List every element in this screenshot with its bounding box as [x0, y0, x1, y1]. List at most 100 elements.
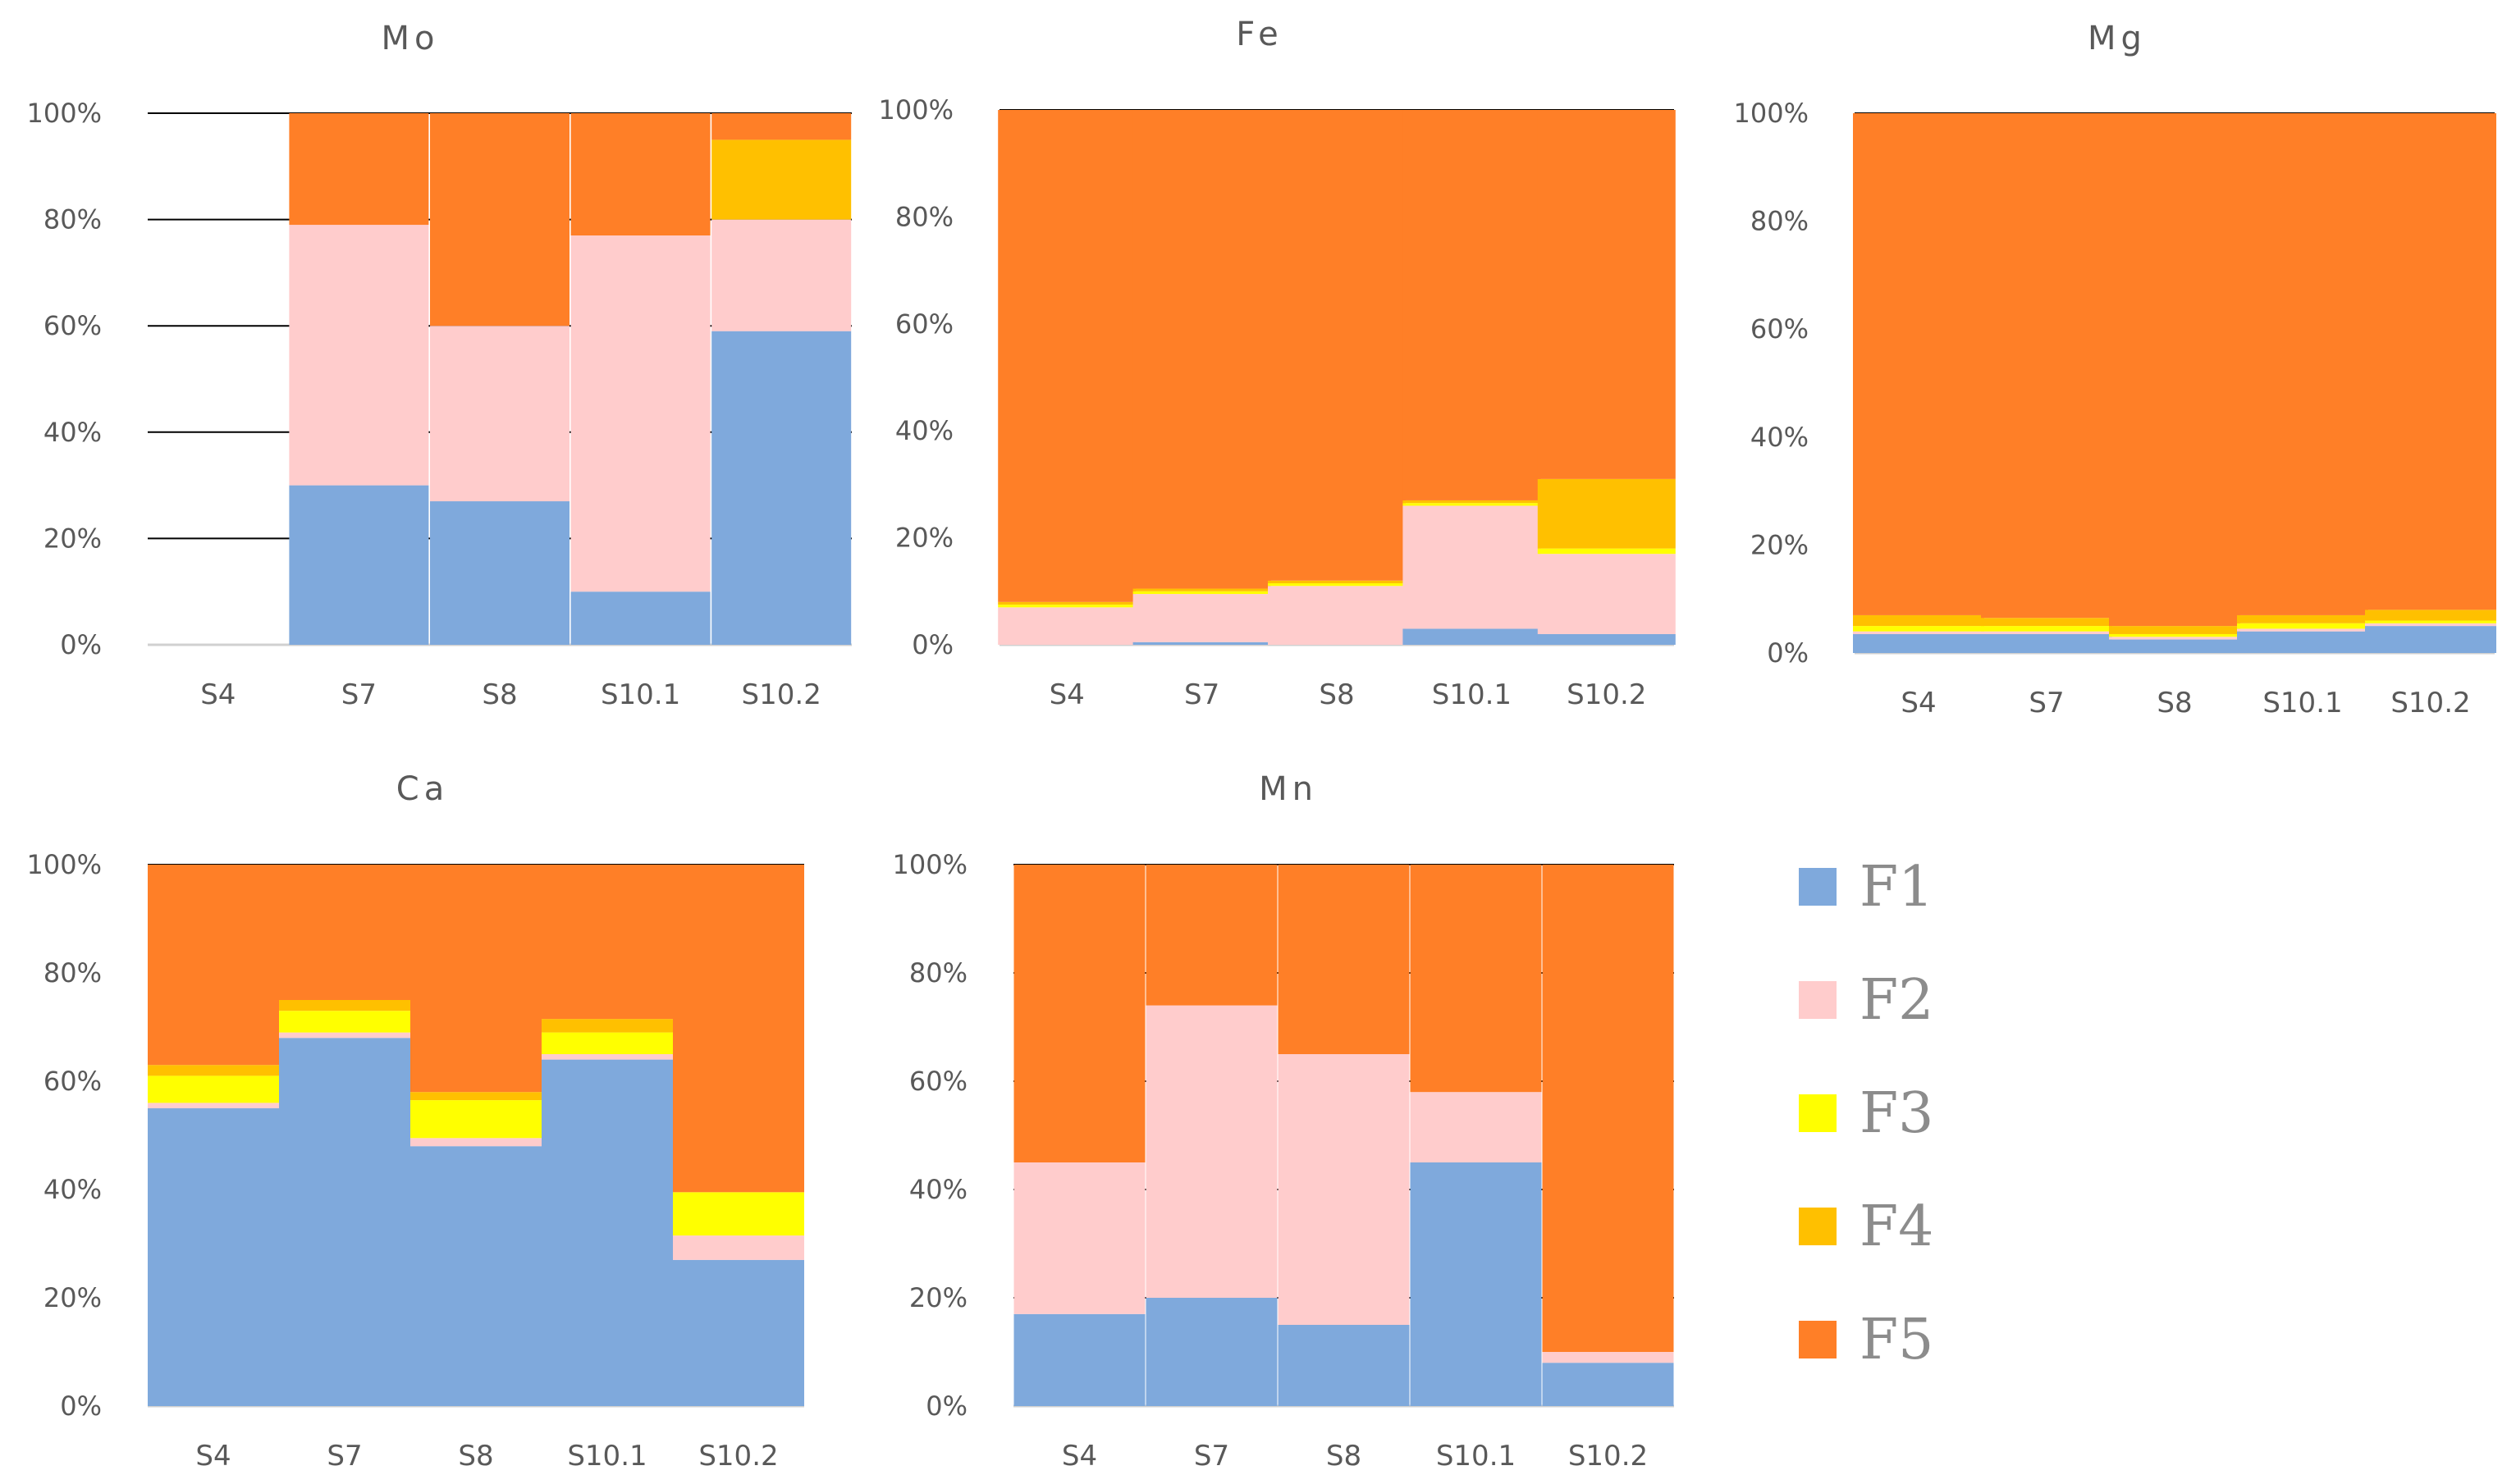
bar-mg-s8-f2	[2109, 637, 2240, 640]
chart-title-fe: Fe	[1236, 16, 1283, 53]
bar-mg-s7-f1	[1981, 633, 2112, 653]
legend-item-f3: F3	[1799, 1081, 1933, 1146]
y-tick-label-ca-2: 40%	[43, 1174, 102, 1205]
y-tick-label-ca-3: 60%	[43, 1066, 102, 1097]
x-tick-label-mo-s10-2: S10.2	[742, 678, 821, 711]
y-tick-label-ca-0: 0%	[60, 1390, 102, 1422]
bar-mn-s4-f5	[1013, 865, 1146, 1162]
bar-mo-s7-f5	[289, 113, 429, 226]
bar-ca-s8-f1	[410, 1146, 542, 1406]
x-tick-label-mg-s4: S4	[1901, 687, 1936, 719]
chart-title-mn: Mn	[1259, 770, 1318, 808]
bar-mg-s7-f2	[1981, 631, 2112, 634]
bar-mg-s10-1-f5	[2237, 113, 2368, 615]
bar-fe-s7-f3	[1132, 591, 1271, 595]
y-tick-label-fe-5: 100%	[879, 94, 954, 126]
bar-fe-s8-f3	[1268, 583, 1406, 587]
x-tick-label-fe-s10-2: S10.2	[1567, 678, 1646, 711]
bar-mn-s10-1-f1	[1410, 1162, 1542, 1406]
bar-ca-s8-f4	[410, 1092, 542, 1101]
legend: F1 F2 F3 F4 F5	[1799, 855, 1933, 1372]
bar-fe-s10-2-f4	[1537, 478, 1676, 549]
bar-mg-s10-1-f4	[2237, 614, 2368, 623]
y-tick-label-mg-4: 80%	[1750, 206, 1809, 237]
bar-mg-s10-1-f2	[2237, 628, 2368, 632]
bar-mg-s7-f4	[1981, 618, 2112, 627]
y-tick-label-mo-4: 80%	[43, 204, 102, 235]
legend-label-f5: F5	[1860, 1308, 1933, 1372]
bar-mn-s7-f1	[1146, 1298, 1278, 1406]
y-tick-label-fe-3: 60%	[895, 308, 954, 340]
x-tick-label-ca-s4: S4	[195, 1440, 231, 1473]
bar-mo-s7-f1	[289, 485, 429, 645]
bar-mn-s10-2-f2	[1542, 1352, 1674, 1363]
bar-ca-s10-1-f2	[542, 1054, 673, 1060]
bar-mg-s8-f3	[2109, 633, 2240, 637]
bar-fe-s10-1-f4	[1402, 500, 1541, 504]
bar-mg-s10-2-f5	[2365, 113, 2496, 610]
x-tick-label-ca-s10-2: S10.2	[698, 1440, 778, 1473]
bar-ca-s10-2-f1	[673, 1259, 804, 1406]
bar-mn-s7-f2	[1146, 1005, 1278, 1298]
y-tick-label-mn-4: 80%	[909, 957, 968, 989]
bar-mn-s4-f2	[1013, 1162, 1146, 1314]
legend-label-f4: F4	[1860, 1194, 1933, 1259]
bar-mo-s8-f1	[430, 501, 570, 645]
legend-item-f2: F2	[1799, 968, 1933, 1033]
bar-mg-s8-f5	[2109, 113, 2240, 627]
y-tick-label-ca-1: 20%	[43, 1282, 102, 1313]
bar-mg-s7-f3	[1981, 626, 2112, 632]
bar-ca-s4-f3	[148, 1075, 279, 1103]
x-tick-label-ca-s8: S8	[458, 1440, 493, 1473]
y-tick-label-mo-0: 0%	[60, 629, 102, 660]
bar-mg-s10-2-f4	[2365, 610, 2496, 621]
bar-fe-s10-1-f1	[1402, 628, 1541, 645]
x-tick-label-mg-s10-1: S10.1	[2262, 687, 2342, 719]
y-tick-label-mg-2: 40%	[1750, 422, 1809, 453]
bar-fe-s4-f3	[998, 605, 1137, 608]
y-tick-label-mn-0: 0%	[926, 1390, 968, 1422]
charts-group: Mo 0% 20% 40% 60% 80% 100% S4 S7 S8 S10.1 S10.2 Fe 0%…	[27, 16, 2496, 1473]
bar-mg-s8-f4	[2109, 626, 2240, 634]
bar-fe-s10-2-f2	[1537, 554, 1676, 634]
bar-mo-s10-2-f4	[711, 139, 852, 220]
x-tick-label-mn-s7: S7	[1194, 1440, 1229, 1473]
bar-mo-s10-2-f5	[711, 113, 852, 140]
chart-fe: Fe 0% 20% 40% 60% 80% 100% S4 S7 S8 S10.1 S10.2	[879, 16, 1676, 711]
x-tick-label-fe-s7: S7	[1184, 678, 1219, 711]
x-tick-label-mn-s10-2: S10.2	[1568, 1440, 1648, 1473]
bar-mg-s10-2-f3	[2365, 620, 2496, 623]
chart-mn: Mn 0% 20% 40% 60% 80% 100% S4 S7 S8 S10.1 S10.2	[893, 770, 1674, 1473]
y-tick-label-mg-1: 20%	[1750, 529, 1809, 560]
bar-fe-s4-f4	[998, 601, 1137, 605]
bar-mn-s4-f1	[1013, 1313, 1146, 1406]
legend-item-f5: F5	[1799, 1308, 1933, 1372]
bar-mo-s10-1-f1	[570, 591, 711, 645]
bar-ca-s8-f5	[410, 865, 542, 1093]
chart-title-mo: Mo	[382, 20, 440, 57]
x-tick-label-fe-s4: S4	[1050, 678, 1085, 711]
bar-fe-s7-f5	[1132, 110, 1271, 589]
y-tick-label-ca-4: 80%	[43, 957, 102, 989]
chart-ca: Ca 0% 20% 40% 60% 80% 100% S4 S7 S8 S10.1 S10.2	[27, 770, 804, 1473]
y-tick-label-mn-1: 20%	[909, 1282, 968, 1313]
legend-label-f2: F2	[1860, 968, 1933, 1033]
bar-mn-s8-f1	[1278, 1325, 1410, 1406]
legend-label-f3: F3	[1860, 1081, 1933, 1146]
bar-fe-s10-1-f2	[1402, 505, 1541, 629]
bar-fe-s8-f4	[1268, 580, 1406, 584]
bar-mg-s4-f2	[1853, 631, 1984, 634]
bar-ca-s7-f1	[279, 1038, 410, 1406]
y-tick-label-ca-5: 100%	[27, 849, 102, 880]
bar-mn-s10-1-f5	[1410, 865, 1542, 1093]
bar-fe-s10-2-f1	[1537, 633, 1676, 645]
y-tick-label-mo-1: 20%	[43, 523, 102, 554]
bar-mg-s10-1-f1	[2237, 631, 2368, 653]
x-tick-label-fe-s10-1: S10.1	[1432, 678, 1512, 711]
y-tick-label-mo-3: 60%	[43, 310, 102, 341]
x-tick-label-mn-s4: S4	[1062, 1440, 1097, 1473]
x-tick-label-mo-s8: S8	[482, 678, 517, 711]
bar-mo-s10-2-f2	[711, 219, 852, 331]
bar-fe-s10-1-f5	[1402, 110, 1541, 500]
